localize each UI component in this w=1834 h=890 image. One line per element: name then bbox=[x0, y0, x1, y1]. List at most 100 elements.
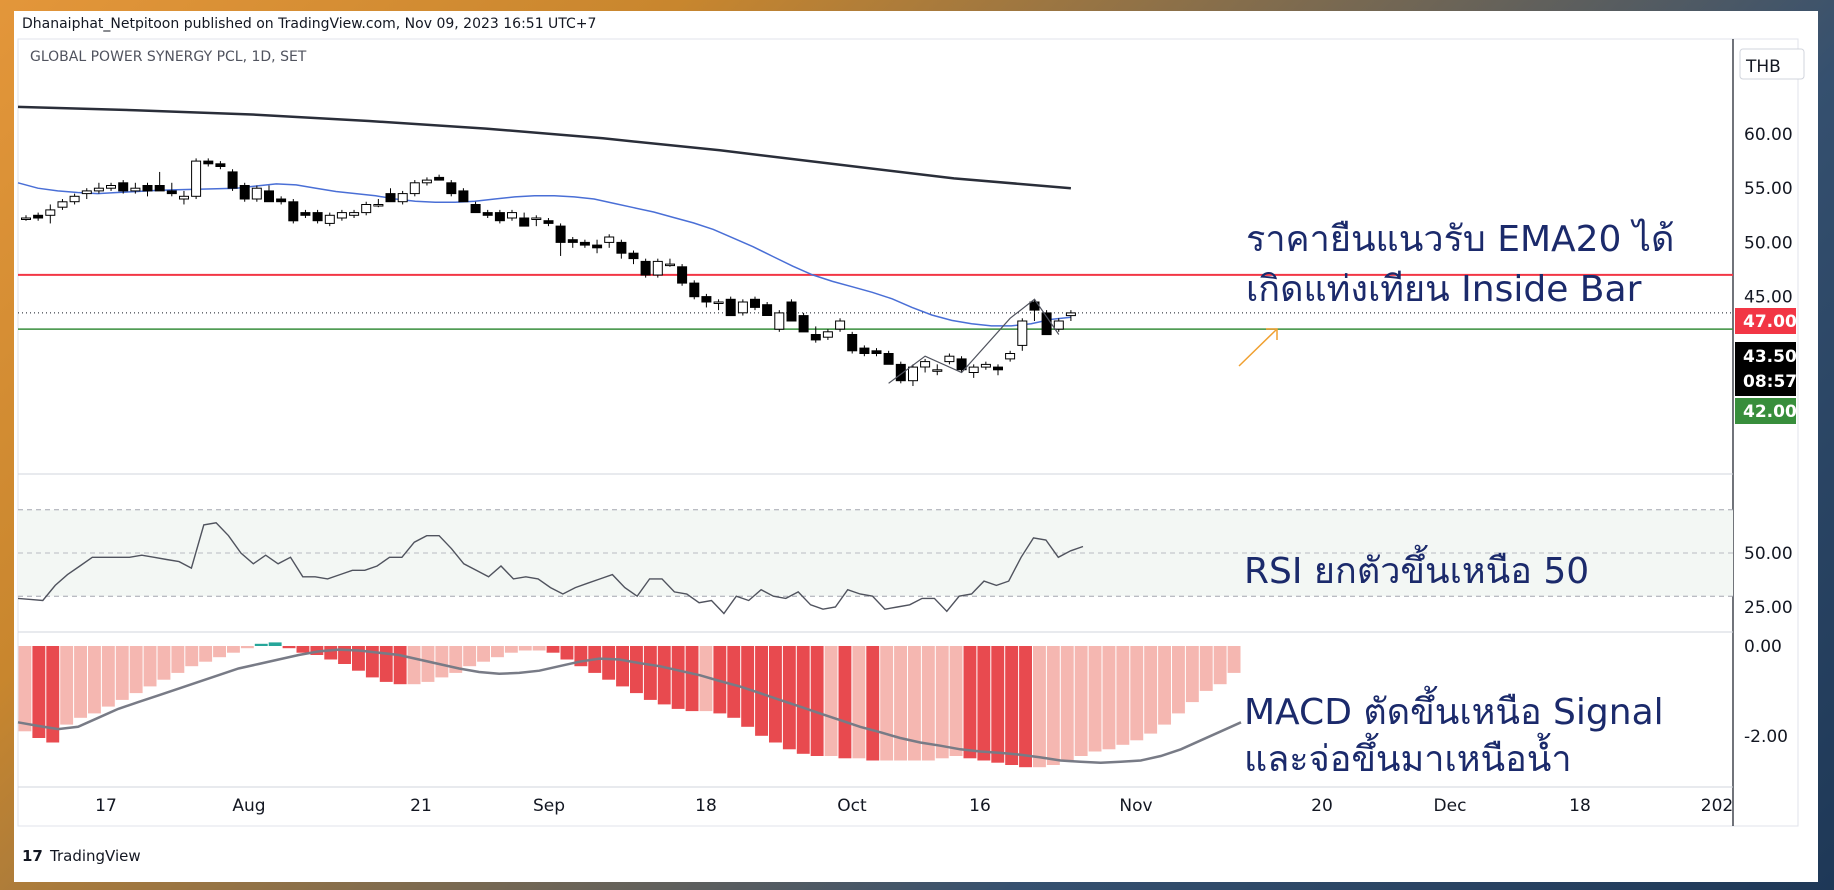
rsi-axis-tick: 25.00 bbox=[1744, 598, 1793, 618]
countdown-label: 08:57 bbox=[1743, 372, 1797, 392]
macd-histogram-bar bbox=[435, 646, 449, 678]
currency-box[interactable] bbox=[1739, 48, 1805, 80]
candle-up bbox=[336, 212, 347, 219]
macd-histogram-bar bbox=[769, 646, 782, 743]
macd-histogram-bar bbox=[240, 646, 254, 649]
macd-histogram-bar bbox=[824, 646, 838, 756]
price-axis-tick: 60.00 bbox=[1744, 125, 1793, 145]
macd-histogram-bar bbox=[129, 646, 143, 694]
macd-histogram-bar bbox=[171, 646, 185, 673]
macd-histogram-bar bbox=[379, 646, 393, 682]
pattern-line bbox=[888, 298, 1060, 384]
macd-histogram-bar bbox=[393, 646, 407, 685]
symbol-title[interactable]: GLOBAL POWER SYNERGY PCL, 1D, SET bbox=[30, 49, 307, 65]
candle-down bbox=[786, 301, 797, 322]
macd-histogram-bar bbox=[727, 646, 741, 718]
macd-histogram-bar bbox=[365, 646, 379, 678]
last-price-tag[interactable] bbox=[1735, 342, 1796, 396]
macd-histogram-bar bbox=[268, 642, 282, 646]
time-axis-tick: 202 bbox=[1701, 796, 1733, 816]
support-price-tag[interactable] bbox=[1735, 398, 1796, 424]
macd-histogram-bar bbox=[1144, 646, 1158, 734]
macd-histogram-bar bbox=[963, 646, 977, 759]
candle-down bbox=[264, 190, 274, 203]
candle-down bbox=[166, 190, 177, 195]
macd-histogram-bar bbox=[1102, 646, 1116, 750]
time-axis-tick: Dec bbox=[1434, 796, 1467, 816]
candle-down bbox=[446, 182, 457, 195]
macd-histogram-bar bbox=[74, 646, 87, 718]
macd-histogram-bar bbox=[296, 646, 310, 653]
macd-histogram-group bbox=[18, 642, 1241, 768]
candle-up bbox=[665, 263, 675, 267]
candle-down bbox=[519, 217, 530, 227]
rsi-line bbox=[17, 522, 1084, 615]
macd-histogram-bar bbox=[880, 646, 894, 761]
macd-histogram-bar bbox=[18, 646, 32, 732]
resistance-price-tag[interactable] bbox=[1735, 308, 1796, 334]
macd-histogram-bar bbox=[1185, 646, 1199, 703]
time-axis-tick: 18 bbox=[695, 796, 717, 816]
candle-up bbox=[191, 160, 202, 197]
time-axis-tick: 17 bbox=[95, 796, 117, 816]
candle-down bbox=[579, 241, 590, 246]
macd-histogram-bar bbox=[1130, 646, 1144, 741]
candle-down bbox=[142, 185, 153, 192]
candle-up bbox=[1005, 353, 1016, 360]
macd-histogram-bar bbox=[32, 646, 46, 738]
macd-histogram-bar bbox=[1060, 646, 1074, 761]
candle-down bbox=[592, 244, 603, 249]
macd-histogram-bar bbox=[908, 646, 921, 761]
candle-down bbox=[810, 334, 821, 341]
macd-axis-tick: -2.00 bbox=[1744, 727, 1788, 747]
publisher-note: Dhanaiphat_Netpitoon published on Tradin… bbox=[22, 16, 596, 32]
candle-down bbox=[956, 358, 967, 371]
macd-histogram-bar bbox=[227, 646, 240, 653]
candle-up bbox=[361, 204, 372, 214]
candle-down bbox=[750, 298, 760, 308]
candle-up bbox=[1053, 320, 1064, 330]
macd-histogram-bar bbox=[713, 646, 727, 714]
candle-down bbox=[677, 266, 688, 284]
arrow-annotation[interactable] bbox=[1238, 328, 1278, 367]
candle-up bbox=[69, 195, 80, 203]
chart-border bbox=[17, 38, 1799, 827]
candle-down bbox=[276, 198, 287, 203]
candle-up bbox=[944, 355, 955, 363]
currency-label: THB bbox=[1745, 57, 1781, 77]
candle-down bbox=[154, 185, 165, 192]
macd-histogram-bar bbox=[463, 646, 477, 667]
candle-up bbox=[93, 187, 104, 192]
resistance-price-label: 47.00 bbox=[1743, 312, 1797, 332]
candle-down bbox=[239, 185, 250, 200]
candle-up bbox=[822, 331, 833, 338]
candle-down bbox=[312, 212, 323, 222]
candle-up bbox=[409, 182, 420, 195]
time-axis-tick: 18 bbox=[1569, 796, 1591, 816]
candle-down bbox=[701, 296, 712, 303]
candle-up bbox=[21, 217, 31, 220]
candle-up bbox=[908, 366, 918, 382]
candle-up bbox=[737, 301, 748, 314]
macd-histogram-bar bbox=[1227, 646, 1241, 673]
macd-line bbox=[17, 648, 1242, 764]
macd-histogram-bar bbox=[894, 646, 907, 761]
candle-up bbox=[45, 209, 56, 216]
candle-down bbox=[762, 304, 773, 317]
candle-up bbox=[57, 201, 68, 208]
macd-histogram-bar bbox=[477, 646, 490, 662]
macd-histogram-bar bbox=[254, 643, 268, 646]
macd-histogram-bar bbox=[60, 646, 74, 725]
candle-up bbox=[130, 187, 141, 192]
macd-histogram-bar bbox=[755, 646, 768, 736]
candle-up bbox=[106, 185, 116, 189]
macd-histogram-bar bbox=[352, 646, 365, 671]
tradingview-logo[interactable]: 17 TradingView bbox=[22, 847, 141, 865]
macd-histogram-bar bbox=[1213, 646, 1227, 685]
arrow-head bbox=[1266, 328, 1278, 340]
candle-down bbox=[385, 193, 396, 203]
candle-up bbox=[980, 363, 991, 368]
macd-histogram-bar bbox=[1116, 646, 1130, 745]
macd-histogram-bar bbox=[1158, 646, 1171, 725]
macd-histogram-bar bbox=[1046, 646, 1060, 765]
